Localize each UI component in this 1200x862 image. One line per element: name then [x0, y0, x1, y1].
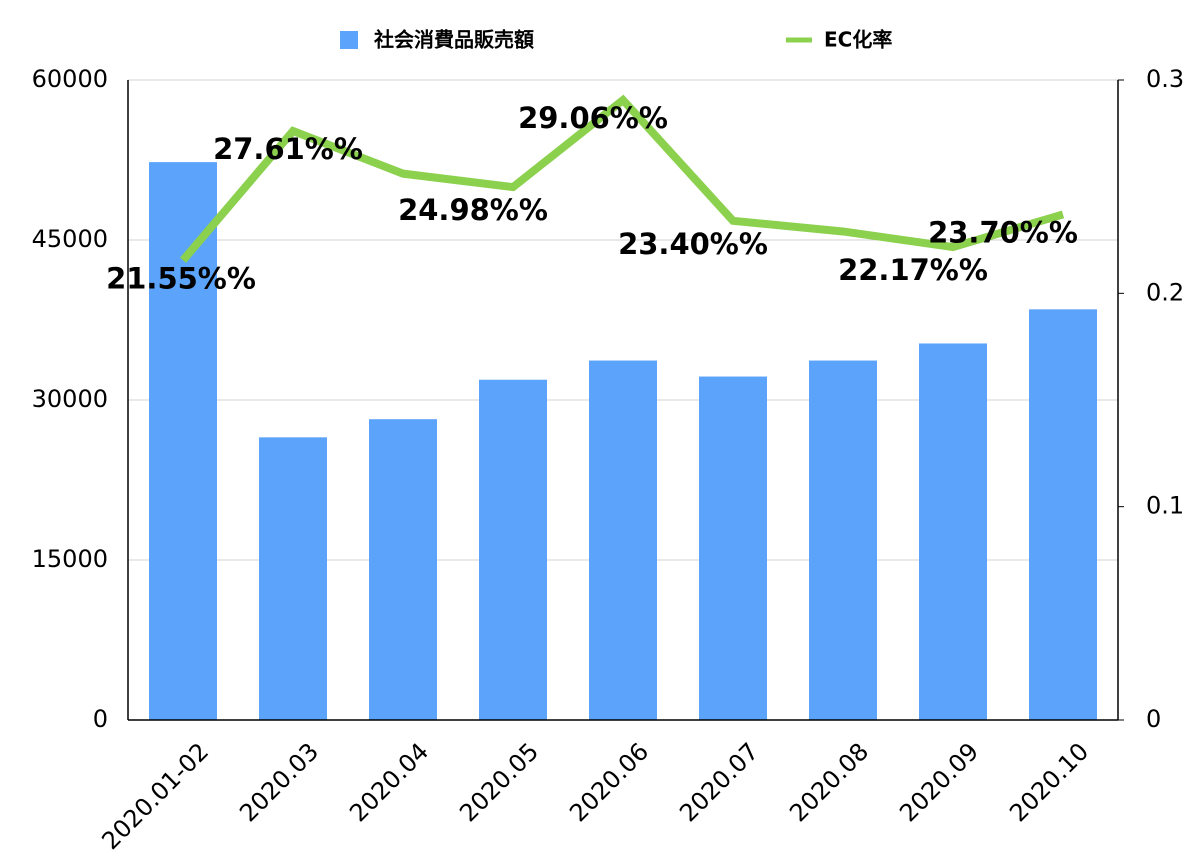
bar	[1029, 309, 1097, 720]
x-tick-label: 2020.04	[344, 737, 434, 827]
bar	[479, 379, 547, 720]
data-label: 22.17%%	[838, 253, 988, 287]
legend-label: 社会消費品販売額	[373, 28, 534, 52]
x-tick-label: 2020.08	[784, 737, 874, 827]
bar	[809, 360, 877, 720]
x-tick-label: 2020.07	[674, 737, 764, 827]
x-tick-label: 2020.01-02	[96, 737, 214, 855]
line	[179, 94, 1065, 263]
data-label: 21.55%%	[106, 261, 256, 295]
x-tick-label: 2020.05	[454, 737, 544, 827]
data-label: 27.61%%	[213, 132, 363, 166]
x-tick-label: 2020.03	[234, 737, 324, 827]
y-tick-label: 15000	[32, 545, 108, 573]
y2-tick-label: 0.3	[1146, 65, 1184, 93]
x-tick-label: 2020.09	[894, 737, 984, 827]
data-label: 24.98%%	[398, 193, 548, 227]
y2-tick-label: 0	[1146, 705, 1161, 733]
y-tick-label: 45000	[32, 225, 108, 253]
x-tick-label: 2020.06	[564, 737, 654, 827]
bar	[369, 419, 437, 720]
bar	[699, 376, 767, 720]
data-label: 23.40%%	[618, 227, 768, 261]
x-tick-label: 2020.10	[1004, 737, 1094, 827]
y-tick-label: 0	[93, 705, 108, 733]
y2-tick-label: 0.2	[1146, 278, 1184, 306]
legend-label: EC化率	[824, 28, 892, 52]
data-label: 23.70%%	[928, 215, 1078, 249]
y2-tick-label: 0.1	[1146, 492, 1184, 520]
legend-swatch	[340, 31, 358, 49]
bar	[259, 437, 327, 720]
bar	[589, 360, 657, 720]
bar	[149, 162, 217, 721]
y-tick-label: 30000	[32, 385, 108, 413]
bar	[919, 343, 987, 720]
y-tick-label: 60000	[32, 65, 108, 93]
data-label: 29.06%%	[518, 101, 668, 135]
